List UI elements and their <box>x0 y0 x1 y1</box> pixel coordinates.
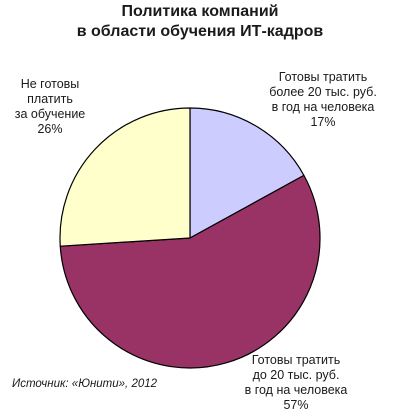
slice-label-up-to-20k-line-2: до 20 тыс. руб. <box>252 368 340 382</box>
slice-percent-over-20k: 17% <box>310 115 336 129</box>
chart-title-line-2: в области обучения ИТ-кадров <box>76 23 324 40</box>
slice-label-up-to-20k-line-1: Готовы тратить <box>251 353 341 367</box>
slice-label-over-20k: Готовы тратить более 20 тыс. руб. в год … <box>248 70 398 130</box>
pie-slice-over-20k <box>189 107 305 239</box>
pie-slice-up-to-20k <box>59 174 321 369</box>
slice-label-not-ready-line-3: за обучение <box>14 107 86 121</box>
slice-label-not-ready: Не готовы платить за обучение 26% <box>0 77 100 137</box>
pie-slice-not-ready <box>59 107 191 247</box>
slice-label-not-ready-line-1: Не готовы <box>20 77 80 91</box>
chart-title: Политика компаний в области обучения ИТ-… <box>0 2 400 42</box>
slice-percent-up-to-20k: 57% <box>283 398 309 412</box>
slice-percent-not-ready: 26% <box>37 122 63 136</box>
chart-title-line-1: Политика компаний <box>121 3 279 20</box>
slice-label-not-ready-line-2: платить <box>27 92 73 106</box>
slice-label-over-20k-line-1: Готовы тратить <box>278 70 368 84</box>
slice-label-over-20k-line-2: более 20 тыс. руб. <box>269 85 377 99</box>
slice-label-up-to-20k-line-3: в год на человека <box>244 383 348 397</box>
source-note: Источник: «Юнити», 2012 <box>12 378 158 390</box>
slice-label-over-20k-line-3: в год на человека <box>271 100 375 114</box>
slice-label-up-to-20k: Готовы тратить до 20 тыс. руб. в год на … <box>221 353 371 413</box>
